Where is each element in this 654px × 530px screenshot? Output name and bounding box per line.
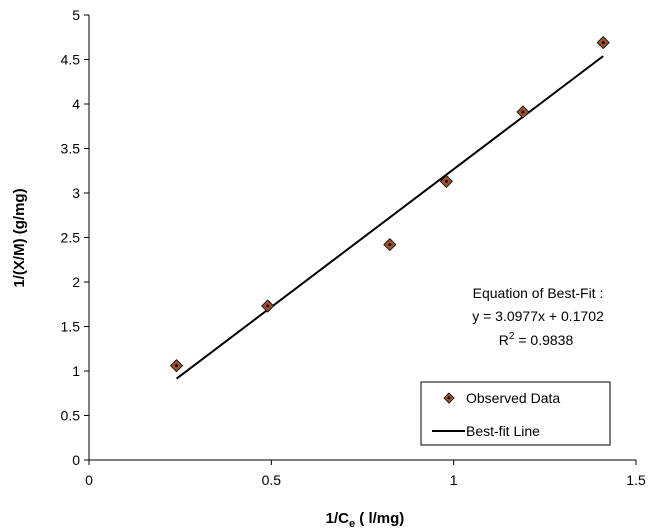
legend-marker-observed-center (447, 396, 451, 400)
x-tick-label: 1.5 (626, 472, 646, 488)
y-tick-label: 5 (72, 7, 80, 23)
y-tick-label: 1.5 (61, 319, 81, 335)
data-point-center (266, 304, 270, 308)
plot-area: 0 0.5 1 1.5 2 2.5 3 3.5 4 4.5 5 0 0.5 1 1.5 (61, 7, 646, 488)
x-axis-title-unit: ( l/mg) (355, 510, 404, 527)
data-point-center (521, 110, 525, 114)
x-tick-label: 0.5 (262, 472, 282, 488)
y-tick-label: 4 (72, 96, 80, 112)
legend-label-best-fit: Best-fit Line (466, 423, 540, 439)
y-tick-label: 2.5 (61, 230, 81, 246)
y-tick-label: 3 (72, 185, 80, 201)
legend-label-observed: Observed Data (466, 390, 560, 406)
data-point-center (388, 243, 392, 247)
y-tick-label: 4.5 (61, 52, 81, 68)
y-tick-label: 0 (72, 452, 80, 468)
y-tick-label: 1 (72, 363, 80, 379)
data-point-center (444, 179, 448, 183)
x-axis-title: 1/Ce ( l/mg) (326, 510, 405, 530)
x-tick-label: 0 (85, 472, 93, 488)
data-point-center (601, 41, 605, 45)
y-tick-label: 2 (72, 274, 80, 290)
data-point-center (175, 364, 179, 368)
r-squared-superscript: 2 (509, 331, 515, 342)
legend-box (420, 381, 611, 446)
x-tick-label: 1 (450, 472, 458, 488)
y-tick-label: 3.5 (61, 141, 81, 157)
fit-equation-annotation: Equation of Best-Fit : y = 3.0977x + 0.1… (472, 285, 604, 348)
r-squared-value: = 0.9838 (514, 332, 573, 348)
y-tick-label: 0.5 (61, 408, 81, 424)
r-squared-symbol: R (499, 332, 509, 348)
best-fit-line (175, 55, 604, 380)
x-axis-title-main: 1/C (326, 510, 350, 527)
annotation-line-3: R2 = 0.9838 (499, 331, 574, 348)
annotation-line-2: y = 3.0977x + 0.1702 (472, 308, 604, 324)
y-axis-title: 1/(X/M) (g/mg) (11, 188, 28, 287)
annotation-line-1: Equation of Best-Fit : (473, 285, 604, 301)
legend: Observed Data Best-fit Line (420, 381, 611, 446)
x-axis-title-subscript: e (349, 518, 355, 530)
